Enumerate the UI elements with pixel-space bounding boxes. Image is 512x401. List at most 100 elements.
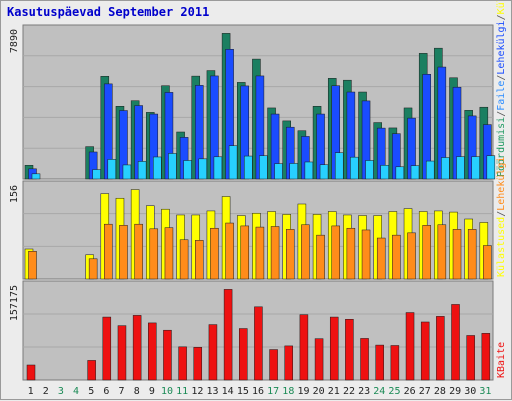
legend-kbytes-part: KBaite (496, 342, 507, 378)
x-tick-label: 18 (282, 386, 294, 397)
x-tick-label: 8 (134, 386, 140, 397)
bar-visits-lehed (28, 251, 37, 280)
x-tick-label: 2 (43, 386, 49, 397)
x-tick-label: 11 (176, 386, 188, 397)
ymax-label-kbytes: 157175 (9, 285, 20, 321)
x-tick-label: 14 (222, 386, 234, 397)
bar-kbytes-kbaite (466, 335, 475, 381)
ymax-label-requests: 7890 (9, 29, 20, 53)
bar-requests-failid (31, 173, 41, 180)
bar-visits-lehed (134, 223, 143, 280)
bar-visits-lehed (195, 240, 204, 280)
bar-visits-lehed (164, 227, 174, 280)
ymax-label-visits: 156 (9, 185, 20, 203)
legend-kbytes: KBaite (496, 342, 507, 378)
legend-requests-part: Külastused (496, 1, 507, 14)
bar-requests-failid (92, 169, 101, 180)
chart-title: Kasutuspäevad September 2011 (7, 5, 210, 19)
bar-requests-failid (471, 156, 480, 180)
bar-kbytes-kbaite (420, 321, 430, 381)
bar-kbytes-kbaite (405, 312, 415, 381)
bar-visits-lehed (104, 223, 113, 280)
bar-kbytes-kbaite (375, 344, 384, 381)
x-tick-label: 16 (252, 386, 264, 397)
bar-kbytes-kbaite (239, 328, 248, 381)
bar-visits-lehed (88, 258, 98, 280)
x-tick-label: 7 (119, 386, 125, 397)
bar-kbytes-kbaite (451, 304, 460, 381)
legend-visits-part: Lehekülgi (496, 157, 507, 211)
x-tick-label: 24 (373, 386, 385, 397)
bar-kbytes-kbaite (117, 325, 127, 381)
bar-requests-failid (213, 156, 223, 180)
legend-requests-part: Faile (496, 81, 507, 111)
x-tick-label: 23 (358, 386, 370, 397)
legend-requests: Pöördumisi/Faile/Lehekülgi/Külastused (496, 1, 507, 177)
bar-requests-failid (244, 155, 253, 180)
bar-requests-failid (168, 153, 177, 180)
bar-visits-lehed (210, 227, 219, 280)
bar-requests-failid (365, 160, 374, 180)
bar-requests-failid (183, 160, 192, 180)
x-tick-label: 29 (449, 386, 461, 397)
bar-visits-lehed (240, 225, 250, 280)
bar-visits-lehed (331, 225, 340, 280)
bar-visits-lehed (392, 234, 401, 280)
bar-requests-failid (441, 157, 450, 180)
bar-kbytes-kbaite (269, 349, 278, 381)
x-tick-label: 3 (58, 386, 64, 397)
x-tick-label: 12 (191, 386, 203, 397)
bar-kbytes-kbaite (132, 315, 142, 381)
bar-requests-failid (107, 159, 117, 180)
x-tick-label: 5 (88, 386, 94, 397)
bar-visits-lehed (407, 232, 416, 280)
x-tick-label: 1 (28, 386, 34, 397)
bar-kbytes-kbaite (102, 316, 112, 381)
x-tick-label: 10 (161, 386, 173, 397)
x-tick-label: 27 (419, 386, 431, 397)
bar-kbytes-kbaite (223, 289, 233, 381)
x-tick-label: 15 (237, 386, 249, 397)
bar-kbytes-kbaite (314, 338, 324, 381)
bar-requests-failid (122, 164, 132, 180)
bar-kbytes-kbaite (163, 329, 172, 381)
legend-requests-part: / (496, 111, 507, 117)
bar-requests-failid (259, 155, 268, 180)
bar-kbytes-kbaite (345, 319, 354, 381)
bar-kbytes-kbaite (299, 314, 309, 381)
bar-visits-lehed (255, 226, 265, 280)
bar-visits-lehed (179, 239, 189, 280)
bar-visits-lehed (119, 225, 128, 280)
legend-visits-part: Külastused (496, 217, 507, 277)
bar-requests-failid (410, 165, 420, 180)
bar-kbytes-kbaite (148, 322, 157, 381)
x-tick-label: 4 (73, 386, 79, 397)
bar-visits-lehed (285, 229, 295, 280)
x-tick-label: 30 (464, 386, 476, 397)
bar-requests-failid (289, 163, 298, 180)
legend-requests-part: Lehekülgi (496, 20, 507, 74)
x-tick-label: 9 (149, 386, 155, 397)
bar-requests-failid (304, 161, 314, 180)
bar-requests-failid (228, 145, 238, 180)
bar-kbytes-kbaite (436, 316, 445, 381)
bar-requests-failid (425, 160, 435, 180)
bar-visits-lehed (467, 229, 477, 280)
bar-requests-failid (456, 156, 465, 180)
x-tick-label: 21 (328, 386, 340, 397)
bar-requests-failid (319, 164, 329, 180)
bar-kbytes-kbaite (390, 345, 400, 381)
bar-kbytes-kbaite (193, 347, 203, 381)
bar-kbytes-kbaite (481, 333, 491, 381)
x-tick-label: 25 (388, 386, 400, 397)
bar-visits-lehed (270, 226, 280, 280)
bar-requests-failid (350, 156, 359, 180)
bar-kbytes-kbaite (284, 345, 293, 381)
bar-requests-failid (486, 155, 496, 180)
x-tick-label: 28 (434, 386, 446, 397)
x-tick-label: 26 (404, 386, 416, 397)
bar-visits-lehed (376, 237, 386, 280)
bar-visits-lehed (316, 234, 325, 280)
